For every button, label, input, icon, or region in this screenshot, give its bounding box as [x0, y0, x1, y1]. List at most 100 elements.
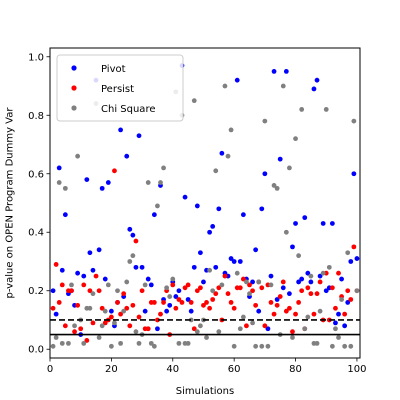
data-point: [293, 311, 298, 317]
data-point: [351, 244, 357, 250]
data-point: [283, 229, 289, 235]
data-point: [244, 323, 249, 329]
data-point: [56, 180, 62, 185]
data-point: [75, 302, 81, 308]
data-point: [287, 305, 292, 311]
data-point: [320, 221, 326, 226]
data-point: [216, 285, 222, 291]
data-point: [50, 343, 56, 349]
data-point: [105, 282, 111, 288]
data-point: [290, 244, 295, 250]
data-point: [75, 270, 81, 276]
y-axis-label: p-value on OPEN Program Dummy Var: [5, 107, 16, 299]
data-point: [259, 343, 265, 349]
data-point: [204, 335, 209, 340]
data-point: [234, 270, 240, 276]
data-point: [99, 323, 105, 329]
data-point: [228, 256, 234, 261]
data-point: [53, 311, 59, 317]
data-point: [259, 206, 265, 212]
data-point: [329, 285, 335, 291]
data-point: [268, 300, 274, 305]
data-point: [210, 223, 216, 229]
data-point: [145, 276, 151, 282]
data-point: [265, 343, 271, 349]
data-point: [345, 250, 351, 256]
data-point: [81, 282, 87, 288]
data-point: [262, 118, 268, 124]
data-point: [179, 300, 185, 305]
data-point: [136, 340, 142, 346]
data-point: [290, 335, 295, 340]
data-point: [102, 276, 108, 282]
data-point: [59, 267, 65, 273]
data-point: [59, 282, 65, 288]
data-point: [207, 305, 213, 311]
data-point: [219, 282, 225, 288]
data-point: [345, 288, 351, 294]
plot-frame: [49, 47, 361, 359]
data-point: [87, 250, 93, 256]
data-point: [213, 168, 219, 174]
data-point: [271, 311, 277, 317]
data-point: [188, 317, 194, 323]
data-point: [102, 320, 108, 326]
data-point: [118, 311, 123, 317]
y-tick-label: 1.0: [28, 52, 44, 63]
data-point: [90, 267, 96, 273]
data-point: [130, 302, 136, 308]
data-point: [176, 340, 182, 346]
data-point: [210, 288, 216, 294]
data-point: [280, 83, 286, 89]
data-point: [112, 168, 117, 174]
data-point: [84, 338, 90, 343]
data-point: [130, 253, 136, 259]
data-point: [105, 180, 111, 185]
data-point: [314, 340, 320, 346]
data-point: [216, 206, 222, 212]
data-point: [237, 259, 243, 264]
data-point: [256, 308, 262, 314]
data-point: [345, 300, 351, 305]
data-point: [133, 264, 139, 270]
data-point: [222, 83, 228, 89]
data-point: [56, 165, 62, 171]
data-point: [124, 305, 130, 311]
data-point: [81, 340, 87, 346]
data-point: [354, 256, 360, 261]
data-point: [124, 153, 130, 159]
data-point: [237, 326, 243, 332]
data-point: [250, 279, 255, 285]
data-point: [75, 153, 81, 159]
data-point: [336, 335, 341, 340]
data-point: [250, 288, 255, 294]
data-point: [302, 326, 308, 332]
data-point: [145, 326, 151, 332]
data-point: [108, 308, 114, 314]
data-point: [280, 285, 286, 291]
data-point: [185, 340, 191, 346]
data-point: [176, 297, 182, 302]
data-point: [81, 273, 87, 279]
data-point: [197, 250, 203, 256]
data-point: [299, 276, 305, 282]
x-axis-label: Simulations: [176, 386, 234, 397]
data-point: [148, 282, 154, 288]
data-point: [99, 185, 105, 191]
data-point: [336, 311, 341, 317]
data-point: [188, 308, 194, 314]
data-point: [102, 308, 108, 314]
data-point: [247, 282, 252, 288]
data-point: [164, 308, 170, 314]
data-point: [62, 185, 68, 191]
data-point: [148, 340, 154, 346]
data-point: [333, 305, 338, 311]
data-point: [133, 238, 139, 244]
legend-marker: [71, 65, 77, 71]
data-point: [311, 311, 317, 317]
legend-marker: [71, 105, 77, 111]
data-point: [274, 297, 280, 302]
data-point: [197, 323, 203, 329]
data-point: [326, 264, 332, 270]
data-point: [348, 259, 354, 264]
